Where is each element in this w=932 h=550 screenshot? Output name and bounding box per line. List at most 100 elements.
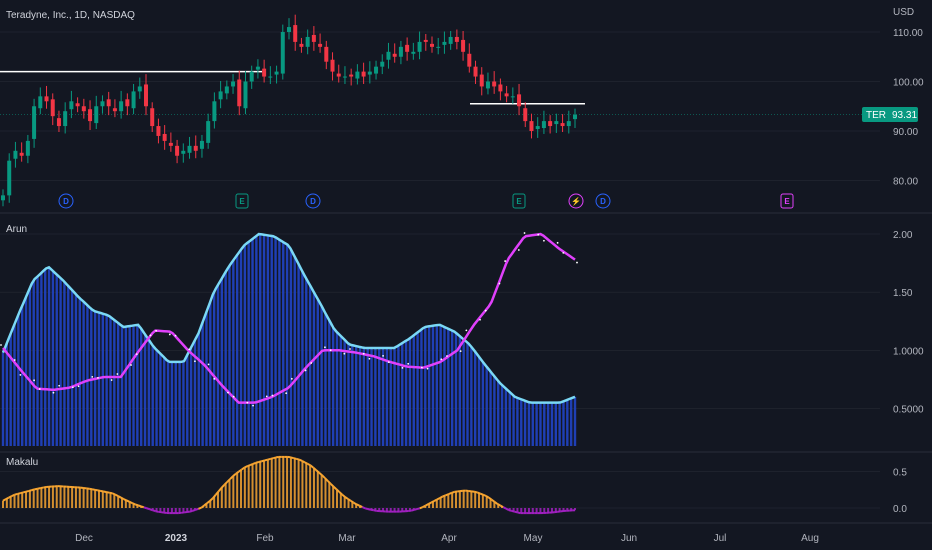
makalu-bar: [236, 472, 239, 508]
makalu-bar: [493, 501, 496, 508]
makalu-line-seg: [410, 508, 415, 512]
arun-hist-bar: [109, 317, 112, 446]
arun-hist-bar: [450, 330, 454, 446]
candle-body: [38, 96, 43, 109]
split-event-icon[interactable]: ⚡: [568, 193, 584, 209]
makalu-bar: [374, 508, 377, 511]
makalu-bar: [263, 460, 266, 508]
time-axis[interactable]: Dec 2023 Feb Mar Apr May Jun Jul Aug: [75, 533, 819, 544]
makalu-line-seg: [143, 506, 148, 510]
candle-body: [380, 61, 385, 67]
arun-hist-bar: [105, 314, 108, 446]
makalu-line-seg: [309, 464, 315, 469]
arun-hist-bar: [205, 311, 208, 446]
arun-dot: [213, 377, 216, 380]
arun-hist-bar: [358, 346, 362, 446]
price-tag: TER 93.31: [862, 107, 918, 122]
arun-hist-bar: [550, 402, 554, 446]
arun-dot: [207, 363, 210, 366]
makalu-line-seg: [120, 496, 125, 500]
dividend-event-icon[interactable]: D: [595, 193, 611, 209]
candle-body: [63, 111, 68, 127]
dividend-event-icon[interactable]: D: [305, 193, 321, 209]
makalu-bar: [82, 488, 85, 508]
arun-hist-bar: [404, 340, 408, 446]
arun-hist-bar: [82, 301, 85, 446]
arun-hist-bar: [543, 402, 546, 446]
arun-hist-bar: [412, 335, 415, 446]
arun-hist-bar: [485, 366, 488, 446]
makalu-bar: [17, 493, 20, 508]
arun-hist-bar: [569, 398, 573, 446]
makalu-bar: [25, 491, 28, 508]
makalu-bar: [97, 490, 100, 508]
candle-body: [473, 66, 478, 77]
arun-hist-bar: [331, 327, 335, 446]
makalu-bar: [117, 496, 120, 508]
makalu-line-seg: [482, 493, 487, 497]
makalu-bar: [382, 508, 385, 512]
arun-dot: [58, 384, 61, 387]
candle-body: [13, 150, 18, 159]
makalu-line-seg: [373, 509, 377, 512]
earnings-event-icon[interactable]: E: [780, 193, 794, 209]
makalu-bar: [132, 503, 135, 508]
event-markers[interactable]: D E D E ⚡ D E: [58, 193, 794, 209]
makalu-bar: [462, 490, 465, 508]
arun-dot: [290, 377, 293, 380]
arun-dot: [349, 348, 351, 350]
candle-body: [206, 121, 211, 143]
makalu-bar: [343, 496, 346, 508]
makalu-line-seg: [451, 490, 455, 494]
arun-hist-bar: [343, 339, 346, 446]
arun-dot: [446, 355, 448, 357]
candle-body: [330, 59, 335, 72]
arun-hist-bar: [251, 238, 254, 446]
arun-dot: [33, 379, 35, 382]
makalu-line-seg: [106, 491, 110, 494]
arun-dot: [188, 348, 191, 351]
makalu-bar: [328, 482, 331, 508]
candle-body: [7, 160, 12, 196]
makalu-bar: [124, 500, 127, 508]
arun-hist-bar: [166, 361, 170, 446]
makalu-line-seg: [502, 506, 507, 510]
arun-dot: [110, 379, 113, 381]
earnings-event-icon[interactable]: E: [512, 193, 526, 209]
makalu-line-seg: [140, 505, 145, 509]
makalu-bar: [305, 463, 308, 508]
arun-dot: [504, 260, 507, 262]
makalu-line-seg: [229, 475, 234, 480]
makalu-bar: [228, 479, 231, 508]
makalu-line-seg: [474, 490, 478, 494]
candle-body: [305, 36, 310, 47]
makalu-bar: [74, 487, 77, 508]
makalu-line-seg: [353, 501, 358, 506]
dividend-event-icon[interactable]: D: [58, 193, 74, 209]
earnings-event-icon[interactable]: E: [235, 193, 249, 209]
arun-hist-bar: [289, 249, 293, 446]
makalu-line-seg: [37, 487, 41, 490]
arun-hist-bar: [466, 342, 469, 446]
makalu-bar: [355, 504, 358, 508]
candle-body: [411, 51, 416, 54]
candle-body: [510, 96, 515, 98]
makalu-line-seg: [439, 495, 444, 499]
arun-hist-bar: [59, 278, 62, 446]
makalu-line-seg: [312, 467, 317, 471]
makalu-line-seg: [146, 507, 150, 511]
horizontal-levels: [0, 70, 862, 115]
makalu-line-seg: [34, 487, 38, 491]
makalu-bar: [385, 508, 388, 512]
makalu-bar: [289, 457, 292, 508]
arun-hist-bar: [462, 339, 465, 446]
arun-hist-bar: [293, 256, 296, 446]
makalu-line-seg: [359, 504, 363, 508]
makalu-line-seg: [448, 492, 452, 496]
makalu-line-seg: [203, 502, 208, 507]
candle-body: [50, 99, 55, 117]
event-marker-glyph: E: [516, 197, 522, 206]
makalu-bar: [297, 459, 300, 508]
makalu-bar: [347, 499, 350, 508]
arun-hist-bar: [13, 324, 16, 446]
